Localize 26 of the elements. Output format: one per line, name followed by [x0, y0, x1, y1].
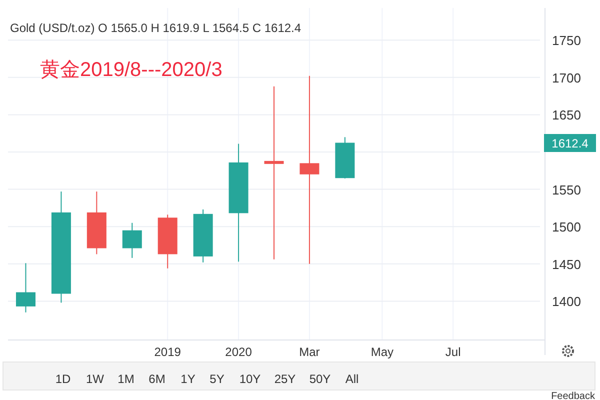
- text: 1Y: [180, 372, 196, 386]
- text: 6M: [148, 372, 166, 386]
- text: 黄金2019/8---2020/3: [40, 59, 222, 81]
- price-label: 1612.4: [544, 134, 596, 152]
- text: 2020: [225, 345, 252, 359]
- y-tick-label: 1650: [552, 108, 581, 123]
- text: 1D: [55, 372, 71, 386]
- text: 25Y: [274, 372, 296, 386]
- text: 2019: [154, 345, 182, 359]
- text: May: [370, 345, 394, 359]
- text: Jul: [445, 345, 461, 359]
- text: 1M: [118, 372, 134, 386]
- text: All: [345, 372, 359, 386]
- text: 5Y: [210, 372, 224, 386]
- y-tick-label: 1450: [552, 256, 581, 272]
- text: Mar: [299, 345, 320, 359]
- text: 1W: [86, 372, 105, 386]
- y-tick-label: 1500: [552, 220, 581, 235]
- y-tick-label: 1750: [552, 33, 581, 48]
- y-tick-label: 1400: [552, 294, 581, 310]
- text: Feedback: [551, 391, 596, 400]
- text: Gold (USD/t.oz) O 1565.0 H 1619.9 L 1564.5 C 1612.4: [10, 21, 302, 35]
- text: 50Y: [309, 372, 331, 386]
- y-tick-label: 1550: [552, 182, 581, 198]
- y-tick-label: 1700: [552, 70, 581, 86]
- text: 10Y: [239, 372, 261, 386]
